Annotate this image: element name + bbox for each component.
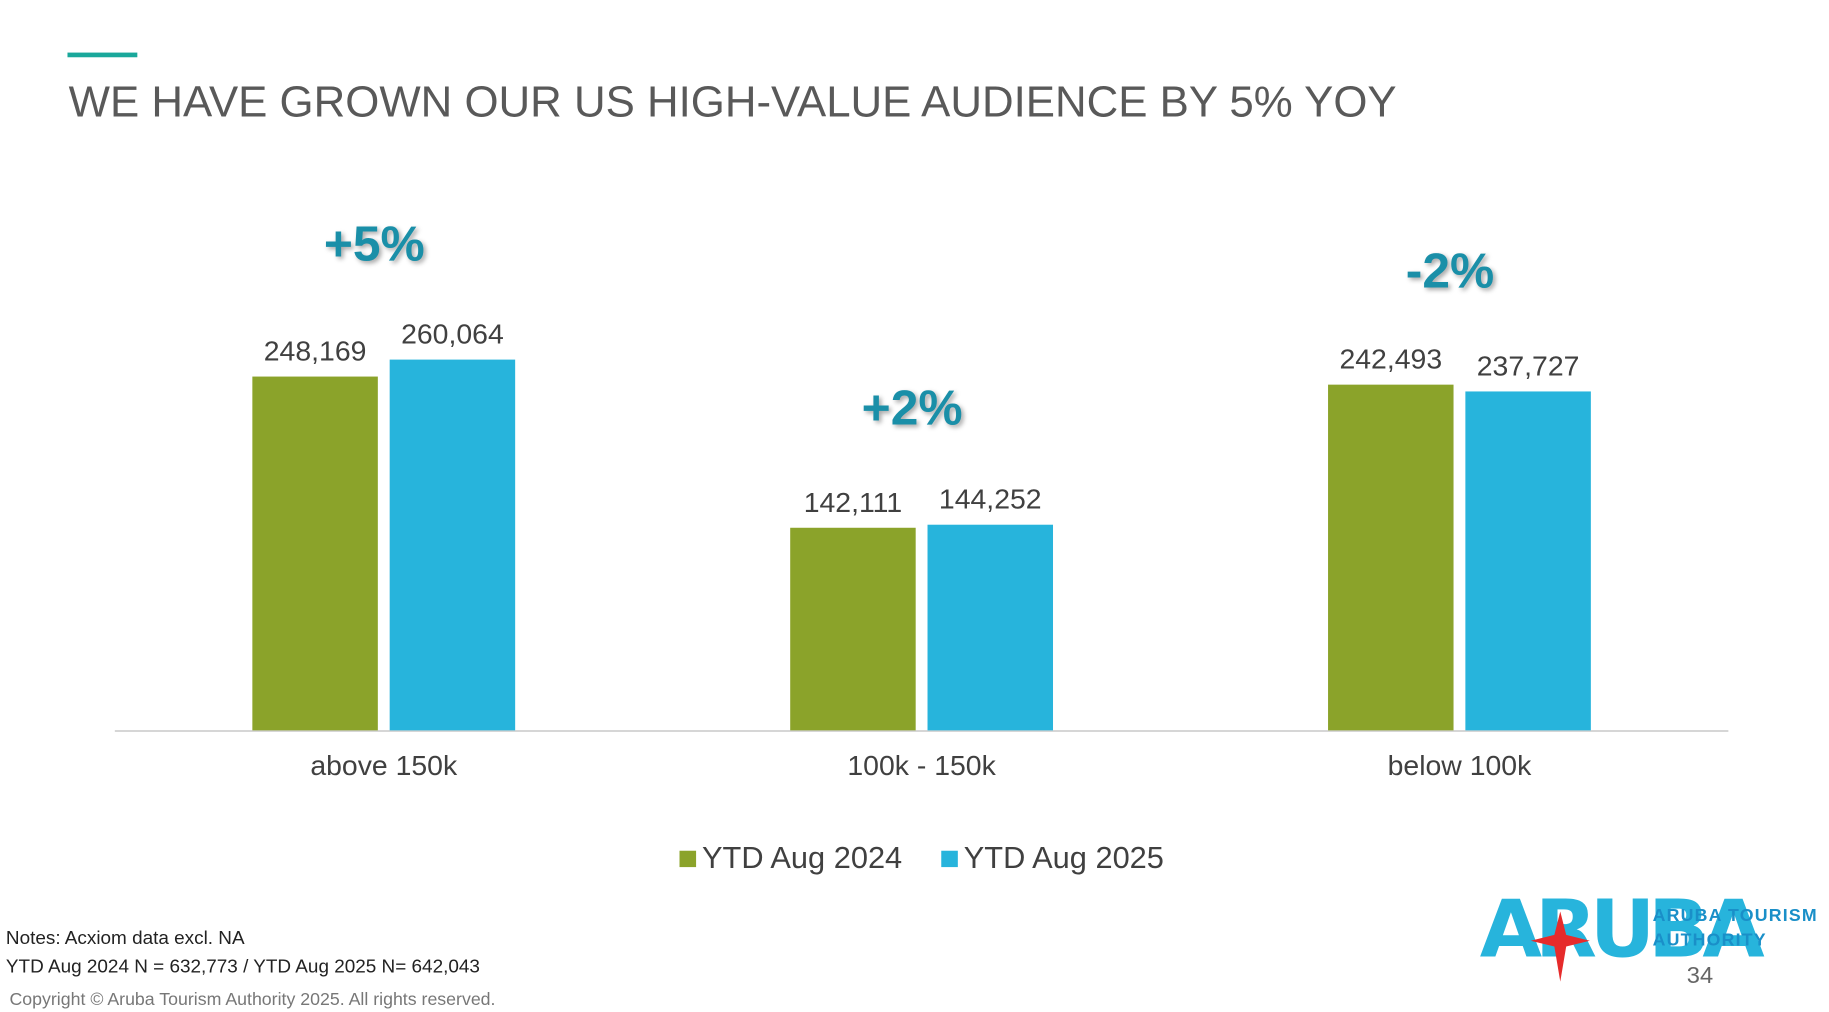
logo-star — [1530, 911, 1590, 982]
bar — [252, 376, 378, 731]
value-label: 237,727 — [1477, 350, 1580, 382]
slide-title: WE HAVE GROWN OUR US HIGH-VALUE AUDIENCE… — [69, 79, 1397, 127]
legend-swatch — [679, 850, 697, 868]
bar — [927, 524, 1054, 731]
value-label: 142,111 — [804, 486, 902, 518]
x-tick-label: below 100k — [1388, 749, 1533, 781]
x-tick-label: above 150k — [310, 749, 458, 781]
legend-swatch — [941, 850, 958, 868]
logo-text: AUTHORITY — [1653, 929, 1767, 949]
logo-text: ARUBA TOURISM — [1653, 905, 1818, 925]
bar — [1328, 384, 1454, 731]
copyright: Copyright © Aruba Tourism Authority 2025… — [9, 989, 495, 1009]
bar — [790, 527, 916, 731]
value-label: 260,064 — [401, 318, 504, 350]
annotation: -2% — [1406, 244, 1494, 299]
x-tick-label: 100k - 150k — [847, 749, 996, 781]
bar — [1465, 391, 1591, 731]
legend-label: YTD Aug 2025 — [964, 841, 1164, 875]
note: Notes: Acxiom data excl. NA — [6, 927, 245, 948]
value-label: 144,252 — [939, 483, 1042, 515]
accent-bar — [67, 52, 138, 58]
value-label: 242,493 — [1339, 343, 1442, 375]
page-number: 34 — [1687, 962, 1713, 988]
annotation: +5% — [324, 217, 425, 272]
bar — [389, 359, 516, 731]
annotation: +2% — [862, 381, 963, 436]
value-label: 248,169 — [264, 335, 367, 367]
logo-mark: ARUBA — [1480, 883, 1765, 975]
note: YTD Aug 2024 N = 632,773 / YTD Aug 2025 … — [6, 955, 480, 976]
logo: ARUBA ARUBA TOURISM AUTHORITY — [1480, 883, 1818, 982]
legend-label: YTD Aug 2024 — [702, 841, 902, 875]
